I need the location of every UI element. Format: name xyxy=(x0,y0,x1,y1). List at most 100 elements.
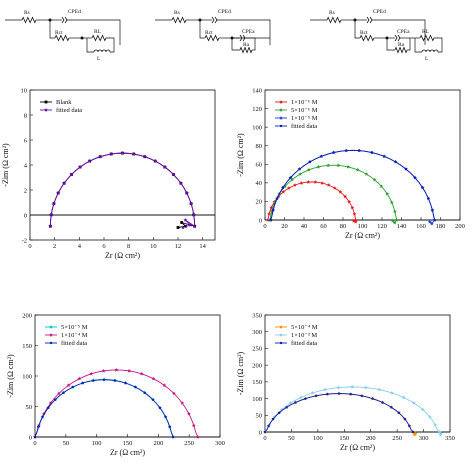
x-tick-label: 12 xyxy=(175,243,182,250)
data-point xyxy=(320,155,323,158)
data-point xyxy=(298,395,303,400)
circuit-label: Rs xyxy=(174,10,180,16)
circuit-label: CPEd xyxy=(218,9,231,15)
y-tick-label: 350 xyxy=(252,312,262,319)
series-line xyxy=(264,393,414,433)
data-point xyxy=(109,151,114,156)
cpe-a xyxy=(394,34,401,42)
data-point xyxy=(431,208,434,212)
data-point xyxy=(279,332,283,337)
data-point xyxy=(279,341,283,345)
data-point xyxy=(48,224,53,228)
data-series xyxy=(48,151,197,230)
data-point xyxy=(164,415,167,419)
series-line xyxy=(34,379,174,438)
y-tick-label: 140 xyxy=(252,87,262,94)
circuit-wire xyxy=(407,38,411,51)
series-line xyxy=(264,393,416,436)
data-point xyxy=(275,197,279,200)
x-tick-label: 200 xyxy=(366,435,376,442)
data-point xyxy=(298,167,301,171)
circuit-label: CPEd xyxy=(373,9,386,15)
data-point xyxy=(56,391,61,396)
data-point xyxy=(56,190,61,195)
y-tick-label: 100 xyxy=(252,124,262,131)
series-line xyxy=(267,181,357,223)
data-point xyxy=(332,151,335,154)
data-point xyxy=(421,186,424,189)
data-point xyxy=(345,149,348,152)
y-tick-label: 10 xyxy=(21,87,28,94)
data-point xyxy=(326,392,329,396)
x-tick-label: 50 xyxy=(63,440,70,447)
circuit-label: Rs xyxy=(24,10,30,16)
data-point xyxy=(37,425,40,429)
data-point xyxy=(41,411,46,416)
y-tick-label: 100 xyxy=(252,396,262,403)
circuit-label: L xyxy=(97,56,101,62)
x-tick-label: 14 xyxy=(199,243,206,250)
data-point xyxy=(153,159,158,163)
y-tick-label: 60 xyxy=(256,162,263,169)
circuit-wire xyxy=(110,45,115,53)
inductor-l xyxy=(421,49,439,53)
data-point xyxy=(379,184,384,189)
y-tick-label: 300 xyxy=(252,329,262,336)
x-tick-label: 160 xyxy=(416,223,426,230)
x-tick-label: 200 xyxy=(455,223,465,230)
data-point xyxy=(377,387,382,392)
data-series xyxy=(263,392,415,434)
resistor-rl xyxy=(91,34,107,42)
resistor-rct xyxy=(359,34,375,42)
legend-label: fitted data xyxy=(56,107,82,114)
data-point xyxy=(285,406,288,409)
x-tick-label: 8 xyxy=(127,243,130,250)
data-point xyxy=(316,164,321,169)
data-point xyxy=(389,390,394,395)
y-axis-title: -Zim (Ω cm²) xyxy=(6,354,15,398)
data-series xyxy=(263,384,444,437)
x-tick-label: 0 xyxy=(28,243,31,250)
legend-label: 5×10⁻⁴ M xyxy=(291,324,318,331)
y-tick-label: 20 xyxy=(256,199,263,206)
y-tick-label: 200 xyxy=(22,312,32,319)
data-point xyxy=(151,398,155,401)
legend-label: 5×10⁻⁶ M xyxy=(291,107,318,114)
data-point xyxy=(54,398,57,401)
y-axis-title: -Zim (Ω cm²) xyxy=(1,143,10,187)
y-tick-label: -2 xyxy=(22,237,27,244)
data-point xyxy=(320,180,325,185)
data-point xyxy=(195,434,200,439)
legend-label: fitted data xyxy=(291,340,317,347)
data-point xyxy=(336,163,341,168)
data-point xyxy=(168,425,171,429)
y-tick-label: 120 xyxy=(252,106,262,113)
data-point xyxy=(113,379,117,382)
data-point xyxy=(89,371,94,376)
data-point xyxy=(363,385,368,390)
data-point xyxy=(101,368,106,373)
resistor-rs xyxy=(171,16,187,24)
data-point xyxy=(120,151,125,155)
x-tick-label: 0 xyxy=(263,223,266,230)
data-point xyxy=(427,219,432,224)
data-point xyxy=(346,164,351,169)
data-point xyxy=(180,225,185,230)
y-tick-label: 8 xyxy=(24,112,27,119)
data-point xyxy=(389,200,394,205)
data-point xyxy=(49,212,54,217)
data-point xyxy=(180,400,185,405)
resistor-ra xyxy=(239,46,253,54)
circuit-label: Ra xyxy=(398,42,405,48)
y-tick-label: 0 xyxy=(29,434,32,441)
data-point xyxy=(272,414,277,419)
data-point xyxy=(413,176,417,179)
legend-label: 1×10⁻⁵ M xyxy=(291,115,318,122)
data-point xyxy=(279,324,283,329)
data-point xyxy=(279,99,283,104)
data-point xyxy=(336,385,341,390)
data-point xyxy=(382,155,386,158)
data-point xyxy=(279,115,283,120)
